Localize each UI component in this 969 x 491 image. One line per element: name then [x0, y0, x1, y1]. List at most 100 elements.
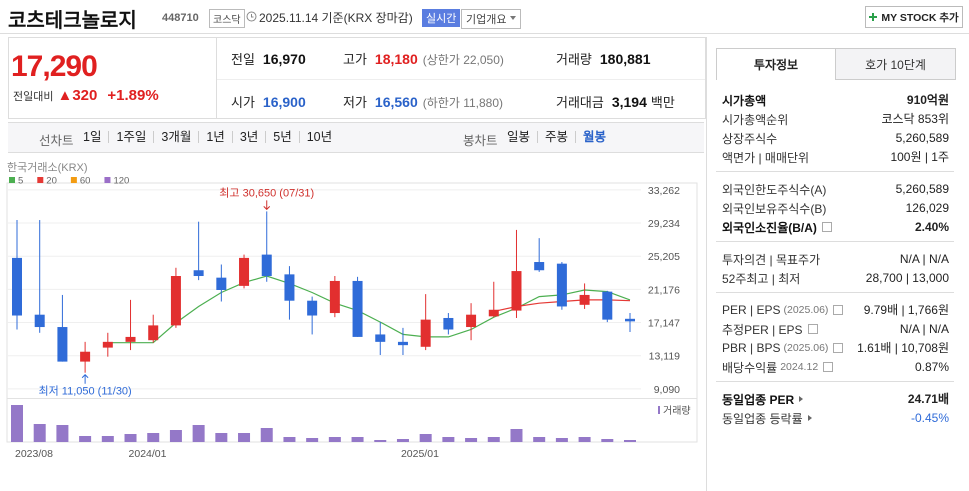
y-tick-label: 13,119 — [649, 351, 680, 363]
legend-swatch — [9, 177, 15, 183]
volume-bar — [11, 405, 23, 442]
help-icon[interactable] — [823, 362, 834, 372]
stock-chart: 한국거래소(KRX) 5 20 60 120 33,262 29,234 25,205 21,1… — [6, 161, 698, 460]
info-value: 9.79배 | 1,766원 — [863, 303, 949, 317]
low-arrow — [81, 374, 89, 384]
volume-bar — [374, 440, 387, 442]
help-icon[interactable] — [821, 222, 832, 232]
candle-body — [579, 294, 590, 305]
more-arrow[interactable] — [807, 415, 812, 421]
period-option[interactable]: 1일 — [83, 130, 102, 144]
source-label: 한국거래소(KRX) — [7, 161, 88, 174]
label-text: PBR | BPS — [722, 341, 781, 355]
overview-button[interactable]: 기업개요 — [461, 9, 522, 29]
volume-bar — [124, 434, 137, 442]
quote-field: 전일 16,970 — [231, 49, 306, 68]
label-text: 액면가 | 매매단위 — [722, 150, 810, 165]
more-arrow[interactable] — [799, 396, 804, 402]
y-tick-label: 21,176 — [648, 284, 680, 296]
info-label: 동일업종 PER — [722, 391, 804, 407]
info-label: 외국인소진율(B/A) — [722, 219, 832, 235]
help-icon[interactable] — [807, 324, 818, 334]
y-tick-label: 33,262 — [648, 185, 680, 197]
volume-bar — [578, 437, 591, 442]
y-tick-label: 9,090 — [654, 384, 680, 396]
quote-divider — [216, 37, 217, 119]
period-option[interactable]: 5년 — [265, 131, 298, 143]
mystock-text: MY STOCK 추가 — [881, 11, 959, 24]
field-value: 18,180 — [374, 51, 418, 67]
field-extra: (상한가 22,050) — [422, 53, 504, 67]
info-label: 시가총액순위 — [722, 111, 788, 127]
field-value: 3,194 — [611, 94, 647, 110]
period-option[interactable]: 주봉 — [537, 131, 575, 143]
legend-label: 20 — [46, 176, 57, 187]
volume-bar — [306, 438, 319, 442]
volume-bar — [79, 436, 92, 442]
candle-body — [488, 309, 499, 317]
candle-body — [170, 276, 181, 326]
candle-body — [625, 318, 635, 322]
candle-body — [466, 314, 477, 328]
tab-invest[interactable]: 투자정보 — [716, 48, 836, 80]
high-arrow — [263, 200, 271, 211]
period-option[interactable]: 1년 — [198, 131, 231, 143]
info-value: N/A | N/A — [899, 322, 949, 336]
candle-body — [216, 277, 227, 290]
label-text: PER | EPS — [722, 303, 781, 317]
volume-bar — [215, 433, 228, 442]
period-option[interactable]: 3개월 — [153, 131, 198, 143]
info-label: 액면가 | 매매단위 — [722, 149, 809, 165]
stock-name: 코츠테크놀로지 — [8, 10, 137, 32]
period-option[interactable]: 1주일 — [108, 131, 153, 143]
period-option[interactable]: 10년 — [298, 131, 339, 143]
help-icon[interactable] — [833, 343, 844, 353]
label-text: 투자의견 | 목표주가 — [722, 252, 821, 267]
candle-body — [57, 327, 68, 362]
y-tick-label: 29,234 — [648, 218, 680, 230]
candle-body — [80, 351, 91, 362]
tab-orderbook[interactable]: 호가 10단계 — [835, 48, 956, 80]
candle-body — [261, 254, 272, 277]
info-value: 5,260,589 — [895, 182, 949, 196]
candle-body — [125, 336, 136, 342]
field-label: 고가 — [343, 52, 367, 67]
mystock-button[interactable]: MY STOCK 추가 — [865, 6, 963, 28]
period-option[interactable]: 월봉 — [575, 131, 613, 143]
legend-swatch — [70, 177, 77, 183]
volume-bar — [487, 437, 500, 442]
candle-body — [284, 274, 295, 301]
info-value: 2.40% — [914, 220, 949, 234]
period-bar — [8, 122, 704, 153]
moving-average — [107, 275, 631, 344]
volume-bar — [442, 437, 455, 442]
line-periods: 1일 1주일 3개월 1년 3년 5년 10년 — [76, 122, 339, 152]
x-tick-label: 2024/01 — [129, 448, 167, 460]
field-value: 16,970 — [262, 51, 306, 67]
y-tick-label: 25,205 — [648, 251, 680, 263]
clock-icon — [246, 11, 257, 22]
help-icon[interactable] — [833, 305, 844, 315]
period-option[interactable]: 3년 — [231, 131, 265, 143]
label-text: 배당수익률 — [722, 360, 778, 375]
section-divider — [716, 241, 954, 242]
quote-field: 거래대금 3,194 백만 — [556, 92, 675, 111]
info-label: 52주최고 | 최저 — [722, 270, 800, 286]
volume-bar — [169, 430, 182, 442]
date-line: 2025.11.14 기준(KRX 장마감) — [259, 9, 413, 26]
quote-field: 거래량 180,881 — [556, 49, 651, 68]
current-price: 17,290 — [11, 50, 98, 83]
legend-label: 120 — [113, 176, 129, 187]
label-text: 동일업종 PER — [722, 392, 795, 407]
quote-field: 저가 16,560 (하한가 11,880) — [343, 92, 503, 111]
candle-body — [307, 300, 318, 316]
candle-body — [329, 280, 340, 314]
candle-body — [34, 314, 45, 328]
plus-icon — [869, 13, 878, 21]
legend-label: 60 — [80, 176, 91, 187]
period-option[interactable]: 일봉 — [507, 130, 531, 144]
line-chart-label: 선차트 — [39, 134, 74, 148]
header-divider — [0, 33, 969, 34]
plot-frame — [6, 182, 698, 443]
